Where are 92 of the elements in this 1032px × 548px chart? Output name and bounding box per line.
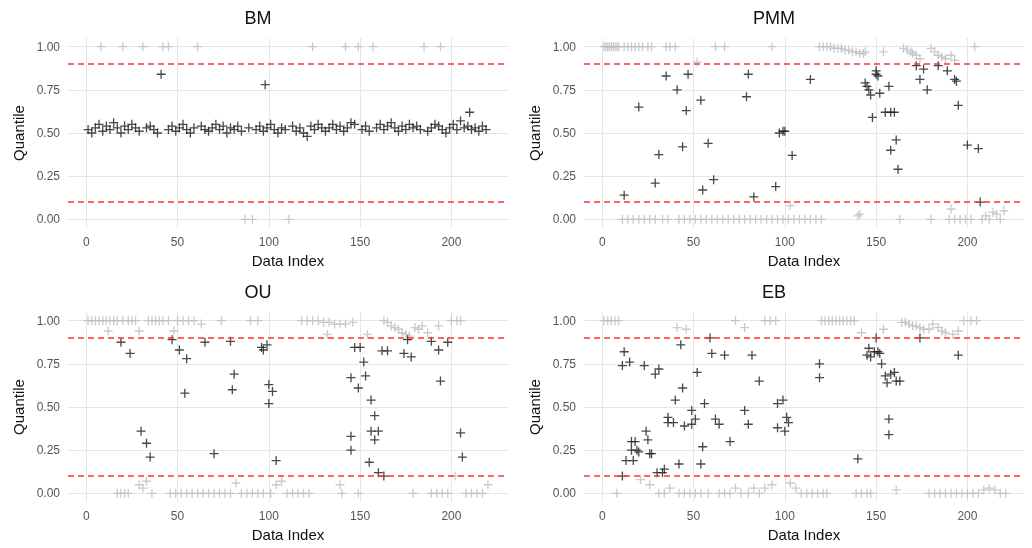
x-axis-title: Data Index: [767, 525, 841, 543]
point: [682, 69, 694, 80]
y-tick-label: 0.50: [552, 126, 577, 140]
x-axis-title: Data Index: [251, 251, 325, 269]
point: [208, 448, 220, 459]
point: [345, 445, 357, 456]
y-tick-label: 0.75: [552, 356, 577, 371]
y-tick-label: 0.75: [36, 356, 61, 371]
point: [166, 334, 178, 345]
y-tick-label: 0.75: [552, 82, 577, 97]
y-tick-label: 0.25: [36, 443, 61, 458]
x-tick-label: 200: [957, 509, 978, 523]
point: [135, 426, 147, 437]
point: [455, 427, 466, 439]
point: [433, 344, 444, 356]
x-tick-label: 200: [441, 235, 462, 249]
y-axis-title: Quantile: [525, 105, 543, 161]
point: [358, 356, 369, 368]
y-tick-label: 0.00: [36, 486, 61, 501]
point: [270, 455, 282, 466]
y-tick-label: 1.00: [36, 39, 61, 54]
chart-title: BM: [244, 8, 272, 28]
point: [457, 451, 468, 463]
y-tick-label: 0.25: [552, 169, 577, 184]
chart-title: OU: [244, 282, 272, 302]
point: [703, 138, 714, 149]
x-tick-label: 100: [774, 509, 796, 523]
x-tick-label: 50: [170, 235, 185, 249]
x-tick-label: 0: [598, 235, 606, 249]
y-tick-label: 0.00: [36, 212, 61, 227]
point: [365, 426, 377, 437]
point: [345, 431, 357, 442]
y-tick-label: 0.25: [552, 443, 577, 458]
point: [661, 70, 672, 82]
x-tick-label: 100: [258, 509, 280, 523]
y-axis-title: Quantile: [9, 379, 27, 435]
x-tick-label: 100: [774, 235, 796, 249]
y-tick-label: 0.00: [552, 486, 577, 501]
point: [697, 184, 708, 196]
point: [261, 339, 273, 350]
x-tick-label: 100: [258, 235, 280, 249]
x-axis-title: Data Index: [767, 251, 841, 269]
point: [891, 134, 902, 146]
point: [174, 344, 185, 356]
point: [633, 101, 644, 113]
point: [228, 369, 240, 380]
y-tick-label: 1.00: [552, 39, 577, 54]
point: [345, 372, 357, 383]
chart-title: PMM: [753, 8, 795, 28]
y-axis-title: Quantile: [9, 105, 27, 161]
point: [435, 375, 446, 387]
y-tick-label: 0.50: [552, 400, 577, 414]
y-axis-title: Quantile: [525, 379, 543, 435]
x-tick-label: 150: [866, 235, 887, 249]
y-tick-label: 0.50: [36, 400, 61, 414]
point: [962, 139, 973, 151]
x-tick-label: 0: [82, 235, 90, 249]
point: [354, 342, 366, 353]
point: [786, 150, 798, 161]
point: [115, 337, 127, 348]
x-tick-label: 0: [82, 509, 90, 523]
point: [145, 451, 156, 463]
chart-title: EB: [761, 282, 787, 302]
point: [671, 84, 683, 95]
x-tick-label: 150: [866, 509, 887, 523]
x-tick-label: 150: [350, 235, 371, 249]
point: [360, 370, 371, 382]
y-tick-label: 1.00: [36, 313, 61, 328]
x-tick-label: 0: [598, 509, 606, 523]
x-tick-label: 50: [170, 509, 185, 523]
y-tick-label: 1.00: [552, 313, 577, 328]
point: [650, 177, 661, 189]
point: [883, 81, 895, 92]
x-tick-label: 200: [957, 235, 978, 249]
point: [748, 191, 759, 203]
point: [124, 348, 136, 359]
point: [199, 337, 211, 348]
y-tick-label: 0.25: [36, 169, 61, 184]
x-tick-label: 50: [686, 509, 701, 523]
x-axis-title: Data Index: [251, 525, 325, 543]
point: [653, 149, 664, 160]
y-tick-label: 0.00: [552, 212, 577, 227]
y-tick-label: 0.75: [36, 82, 61, 97]
y-tick-label: 0.50: [36, 126, 61, 140]
x-tick-label: 200: [441, 509, 462, 523]
x-tick-label: 150: [350, 509, 371, 523]
point: [892, 164, 904, 175]
point: [382, 345, 393, 357]
point: [365, 394, 377, 406]
x-tick-label: 50: [686, 235, 701, 249]
point: [353, 382, 364, 394]
point: [914, 74, 926, 85]
